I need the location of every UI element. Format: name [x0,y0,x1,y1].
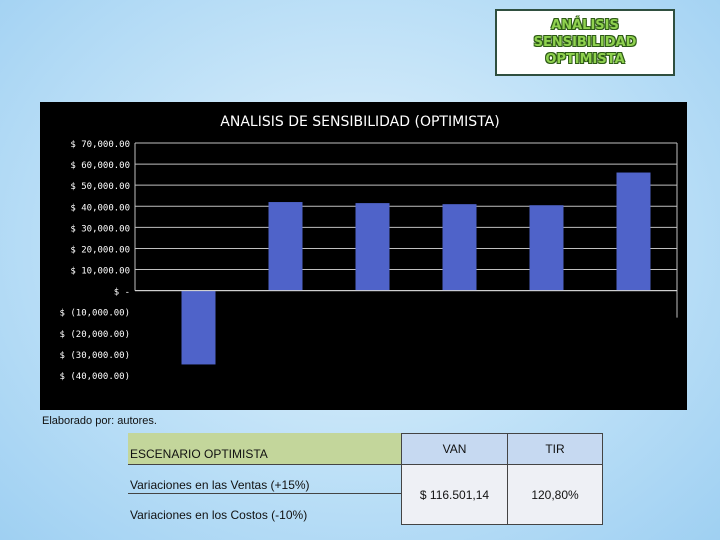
y-tick-label: $ 40,000.00 [70,203,130,213]
slide-title-line3: OPTIMISTA [545,52,625,67]
y-tick-label: $ 50,000.00 [70,182,130,192]
source-note: Elaborado por: autores. [42,415,157,427]
bar-3 [355,203,390,291]
tir-value: 120,80% [531,487,579,502]
chart-title: ANALISIS DE SENSIBILIDAD (OPTIMISTA) [220,114,499,130]
van-header: VAN [402,434,508,465]
tir-header: TIR [508,434,602,465]
slide-title-line2: SENSIBILIDAD [533,35,637,50]
bar-5 [529,205,564,291]
values-grid: VAN TIR $ 116.501,14 120,80% [401,433,603,525]
y-tick-label: $ 60,000.00 [70,161,130,171]
slide-title-line1: ANÁLISIS [551,18,619,33]
y-tick-label: $ 20,000.00 [70,245,130,255]
bar-4 [442,204,477,291]
y-tick-label: $ 30,000.00 [70,224,130,234]
chart-container: ANALISIS DE SENSIBILIDAD (OPTIMISTA) $ 70… [40,102,687,410]
y-tick-label: $ (20,000.00) [60,330,130,340]
slide-title-box: ANÁLISIS SENSIBILIDAD OPTIMISTA [495,9,675,76]
y-tick-label: $ 70,000.00 [70,140,130,150]
y-tick-label: $ (30,000.00) [60,351,130,361]
scenario-row-costs: Variaciones en los Costos (-10%) [130,508,308,522]
y-tick-label: $ - [114,288,130,298]
bar-2 [268,202,303,291]
van-value: $ 116.501,14 [402,465,508,524]
y-tick-label: $ (10,000.00) [60,309,130,319]
scenario-row-sales: Variaciones en las Ventas (+15%) [128,476,401,494]
y-tick-label: $ 10,000.00 [70,267,130,277]
scenario-header: ESCENARIO OPTIMISTA [128,433,401,465]
bar-1 [181,290,216,365]
y-tick-label: $ (40,000.00) [60,372,130,382]
bar-chart: ANALISIS DE SENSIBILIDAD (OPTIMISTA) $ 70… [60,114,678,382]
bar-6 [616,172,651,291]
